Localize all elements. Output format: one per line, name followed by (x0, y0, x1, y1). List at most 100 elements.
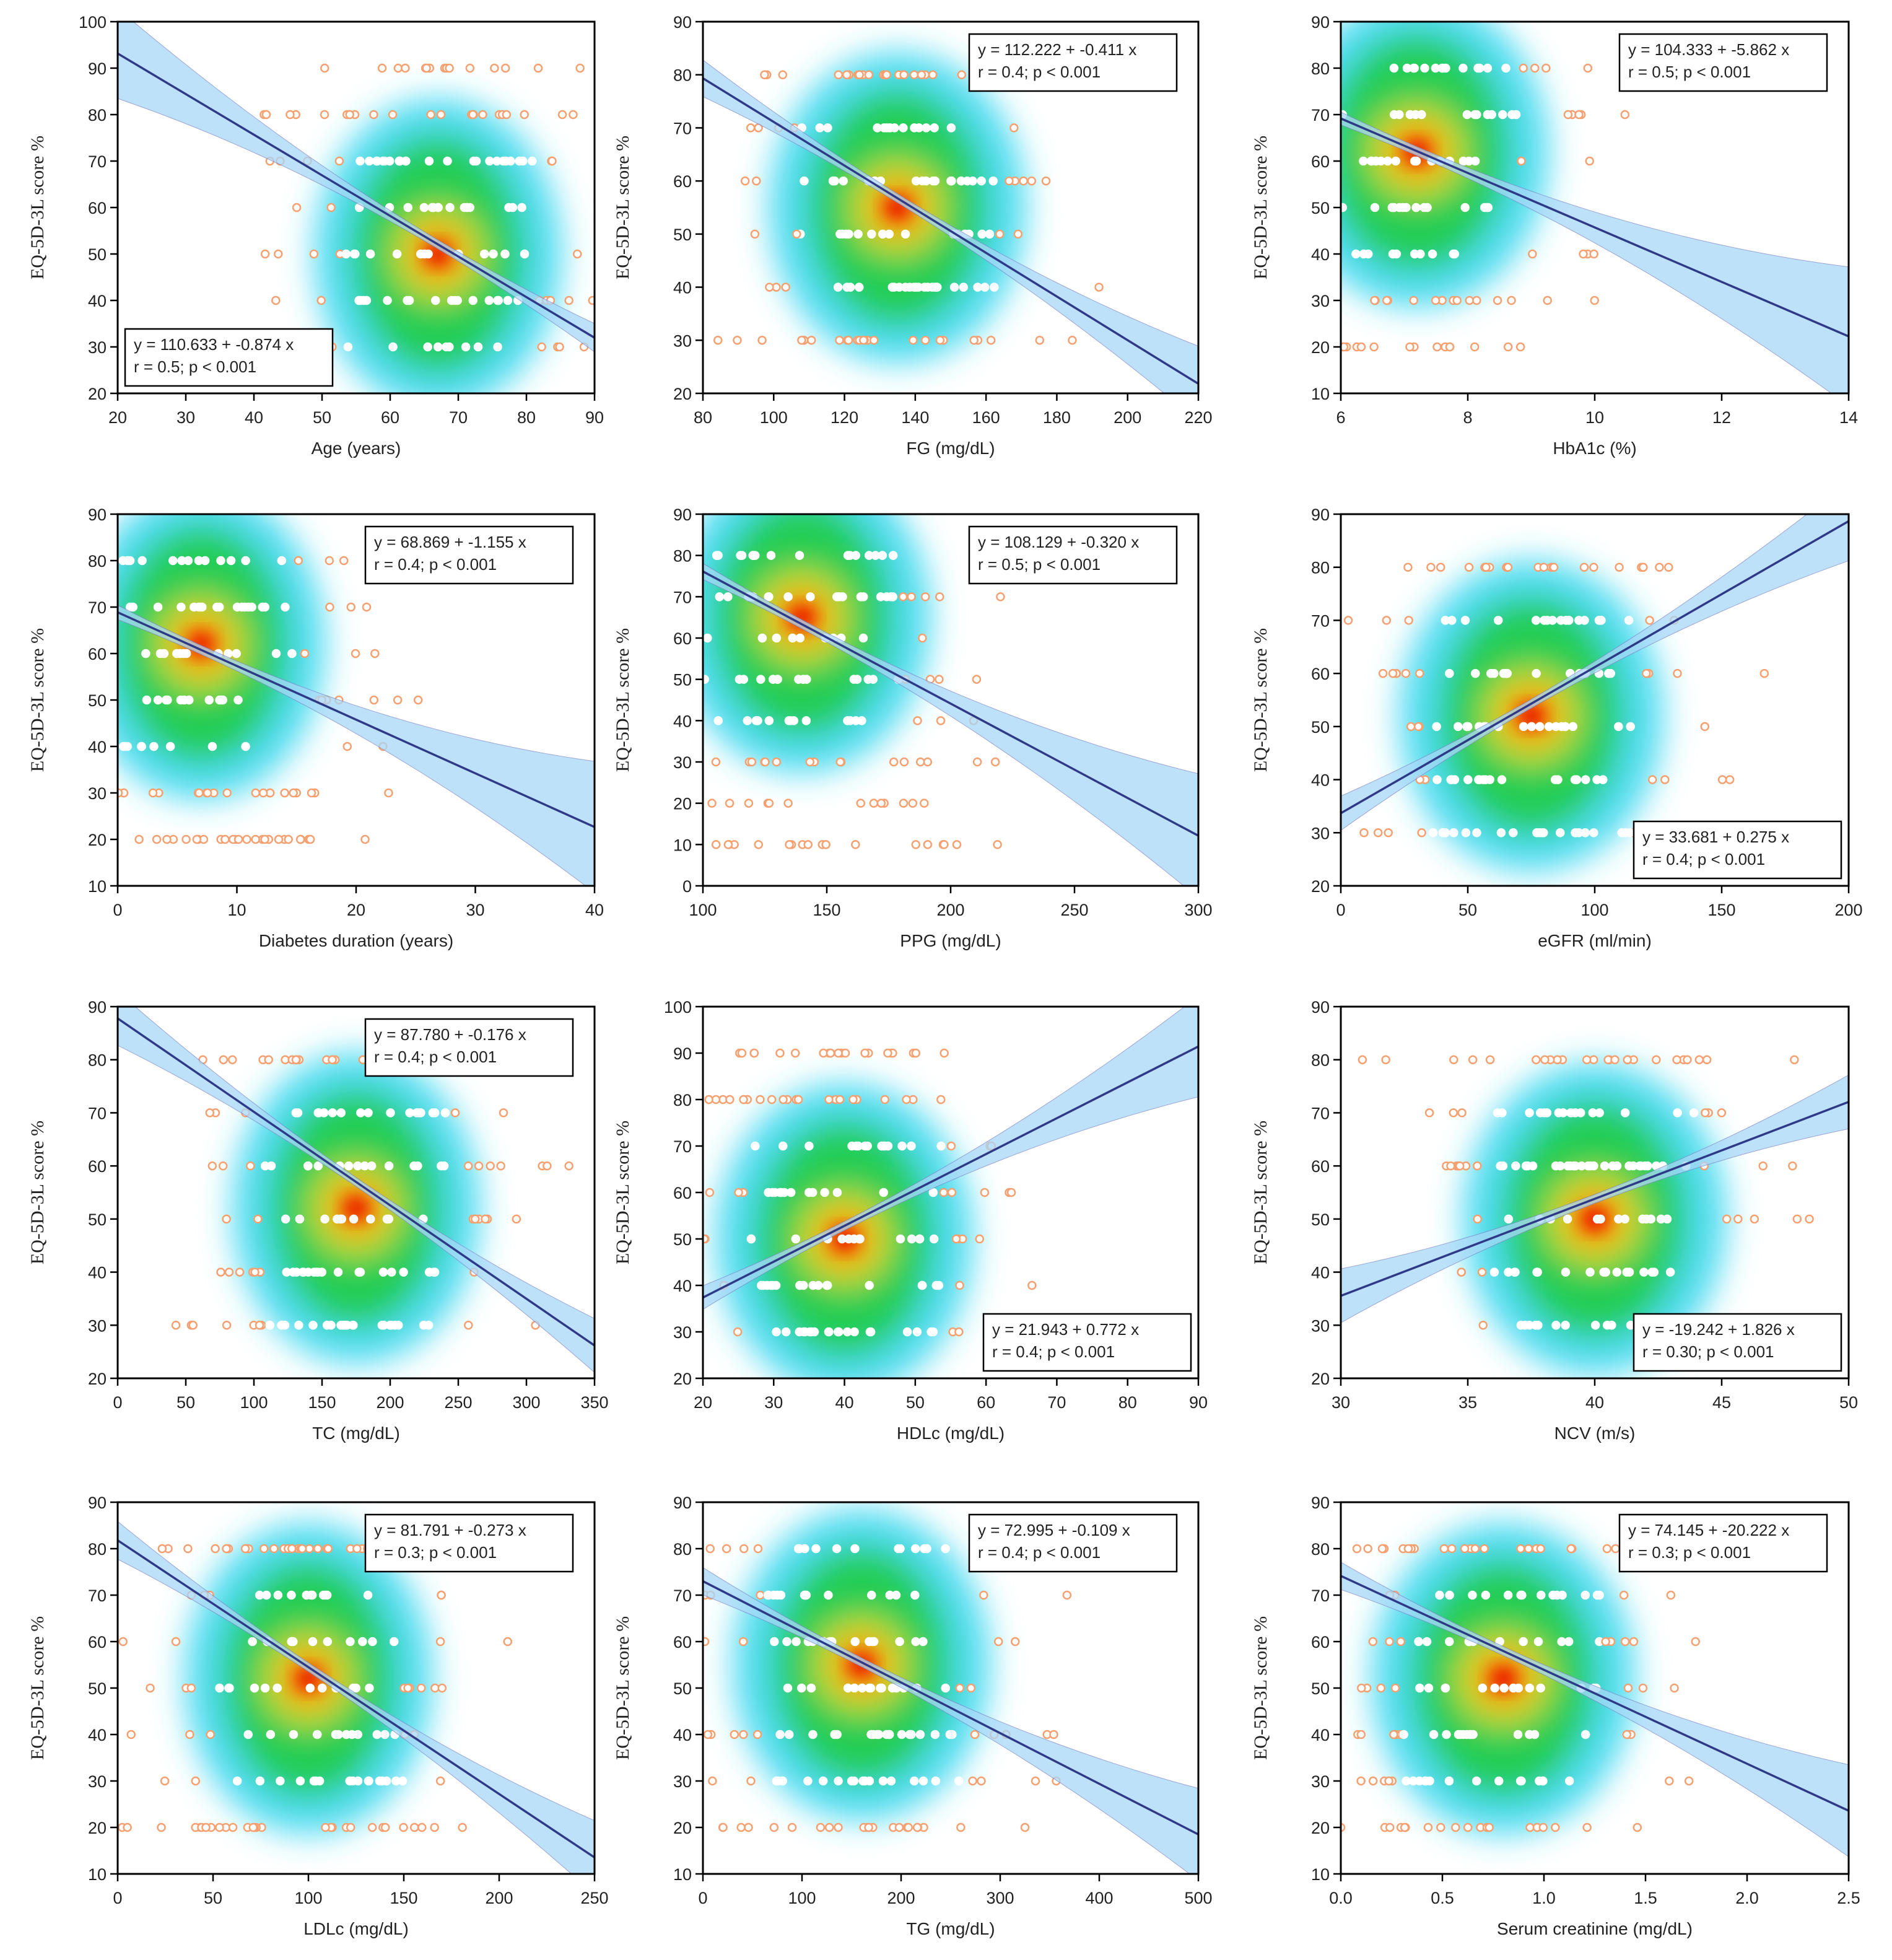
points (1343, 562, 1769, 838)
data-point (941, 1683, 950, 1693)
data-point (474, 1161, 484, 1171)
data-point (926, 1327, 936, 1337)
data-point (1020, 1822, 1030, 1832)
plot-area (1341, 1523, 1849, 1858)
data-point (1533, 1637, 1543, 1647)
data-point (377, 1321, 387, 1330)
data-point (783, 798, 793, 808)
x-tick-label: 100 (760, 408, 788, 427)
data-point (1435, 1590, 1444, 1600)
data-point (975, 1234, 984, 1244)
data-point (399, 1822, 408, 1832)
x-tick-label: 160 (972, 408, 1000, 427)
data-point (1561, 616, 1571, 625)
data-point (345, 110, 354, 120)
data-point (1580, 828, 1590, 838)
data-point (1442, 1730, 1451, 1739)
data-point (1356, 1776, 1366, 1786)
data-point (1425, 1776, 1434, 1786)
data-point (753, 1544, 763, 1554)
y-tick-label: 80 (1311, 1540, 1330, 1559)
data-point (191, 1776, 201, 1786)
data-point (303, 1161, 313, 1171)
data-point (1620, 1637, 1630, 1647)
data-point (188, 1321, 198, 1330)
y-tick-label: 60 (673, 1633, 692, 1652)
data-point (1538, 1822, 1548, 1832)
data-point (201, 1822, 211, 1832)
data-point (1389, 110, 1399, 120)
data-point (463, 203, 472, 212)
data-point (920, 282, 929, 292)
data-point (1581, 775, 1590, 784)
data-point (869, 336, 879, 345)
data-point (776, 1590, 786, 1600)
y-tick-label: 70 (673, 1137, 692, 1156)
axes: 0 50 100 150 200 20 30 40 50 60 70 80 90 (1311, 505, 1863, 919)
chart-1: 20 30 40 50 60 70 80 90 20 30 40 50 60 70 80 90 100 Age (… (27, 13, 604, 458)
data-point (1424, 1683, 1434, 1693)
data-point (422, 63, 431, 73)
data-point (855, 70, 864, 79)
x-tick-label: 100 (788, 1889, 816, 1907)
points (1341, 1544, 1700, 1832)
data-point (261, 1590, 271, 1600)
data-point (849, 1776, 859, 1786)
data-point (708, 1776, 717, 1786)
data-point (1391, 156, 1400, 166)
data-point (929, 1234, 939, 1244)
data-point (786, 1188, 796, 1197)
data-point (416, 249, 425, 259)
data-point (931, 1280, 941, 1290)
data-point (1643, 1161, 1652, 1171)
y-tick-label: 20 (1311, 1819, 1330, 1837)
data-point (123, 1822, 132, 1832)
data-point (1672, 1055, 1681, 1064)
data-point (403, 1683, 412, 1693)
data-point (1499, 1683, 1509, 1693)
data-point (795, 1280, 804, 1290)
data-point (394, 1321, 403, 1330)
data-point (1507, 295, 1516, 305)
x-axis-label: HDLc (mg/dL) (897, 1424, 1005, 1443)
data-point (1447, 775, 1457, 784)
data-point (1792, 1214, 1802, 1224)
data-point (806, 1683, 816, 1693)
data-point (1477, 1267, 1487, 1277)
data-point (725, 1095, 735, 1105)
data-point (255, 1321, 264, 1330)
data-point (962, 176, 972, 186)
x-tick-label: 200 (1834, 901, 1862, 919)
data-point (842, 70, 852, 79)
data-point (1446, 1161, 1455, 1171)
data-point (1563, 1214, 1572, 1224)
y-axis-label: EQ-5D-3L score % (27, 1121, 48, 1264)
data-point (914, 123, 924, 133)
regression-equation: y = 72.995 + -0.109 x (978, 1521, 1130, 1539)
data-point (896, 1544, 905, 1554)
data-point (504, 203, 513, 212)
regression-equation: y = 112.222 + -0.411 x (978, 40, 1136, 59)
regression-line (703, 1045, 1198, 1299)
data-point (969, 336, 979, 345)
data-point (941, 1544, 950, 1554)
data-point (1563, 110, 1573, 120)
data-point (824, 1590, 833, 1600)
data-point (291, 1055, 301, 1064)
data-point (1411, 203, 1421, 212)
plot-frame (702, 20, 1200, 395)
data-point (830, 1730, 839, 1739)
data-point (783, 592, 793, 602)
data-point (917, 70, 926, 79)
x-tick-label: 400 (1085, 1889, 1113, 1907)
data-point (424, 1321, 434, 1330)
data-point (218, 1161, 228, 1171)
data-point (171, 1637, 181, 1647)
data-point (849, 1234, 859, 1244)
data-point (463, 1161, 473, 1171)
y-tick-label: 60 (88, 199, 107, 217)
data-point (277, 1321, 286, 1330)
y-tick-label: 70 (88, 598, 107, 617)
data-point (384, 788, 393, 798)
data-point (834, 1048, 843, 1058)
